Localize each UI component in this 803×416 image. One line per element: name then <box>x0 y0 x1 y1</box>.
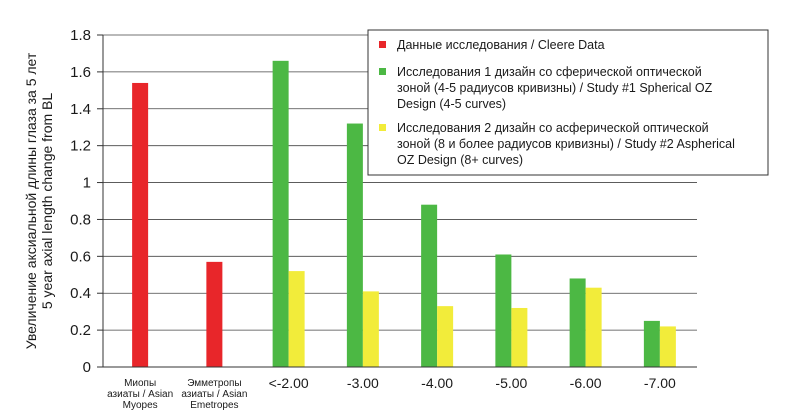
x-tick-label-line: -7.00 <box>644 375 676 391</box>
legend-entry: Данные исследования / Cleere Data <box>379 38 605 52</box>
x-tick-label-line: -3.00 <box>347 375 379 391</box>
legend-swatch <box>379 68 386 75</box>
legend-label-line: Исследования 2 дизайн со асферической оп… <box>397 121 709 135</box>
x-tick-label-line: Эмметропы <box>187 378 241 389</box>
x-tick-label-line: азиаты / Asian <box>181 389 247 400</box>
x-tick-label-line: -4.00 <box>421 375 453 391</box>
legend-label-line: Данные исследования / Cleere Data <box>397 38 605 52</box>
bar <box>495 254 512 367</box>
x-tick-label-line: Emetropes <box>190 400 238 411</box>
legend-label-line: Исследования 1 дизайн со сферической опт… <box>397 65 702 79</box>
y-tick-label: 1.6 <box>70 64 91 81</box>
legend-label-line: OZ Design (8+ curves) <box>397 153 523 167</box>
y-tick-label: 0 <box>83 359 91 376</box>
bar <box>585 287 602 367</box>
legend: Данные исследования / Cleere Data Исследо… <box>367 29 769 176</box>
bar <box>569 278 586 367</box>
legend-label-line: Design (4-5 curves) <box>397 97 506 111</box>
x-tick-label-line: Миопы <box>124 378 156 389</box>
bar <box>346 123 363 368</box>
y-axis-label-line: 5 year axial length change from BL <box>39 93 55 310</box>
y-axis-label: Увеличение аксиальной длины глаза за 5 л… <box>23 52 55 349</box>
bar <box>288 271 305 367</box>
legend-swatch <box>379 124 386 131</box>
bar <box>132 82 149 367</box>
x-tick-label-line: -6.00 <box>570 375 602 391</box>
bar <box>206 261 223 367</box>
legend-label-line: зоной (4-5 радиусов кривизны) / Study #1… <box>397 81 713 95</box>
y-tick-label: 1.4 <box>70 101 91 118</box>
legend-entry: Исследования 2 дизайн со асферической оп… <box>379 121 735 167</box>
x-tick-label-line: <-2.00 <box>269 375 309 391</box>
bar <box>437 306 454 367</box>
x-tick-label-line: -5.00 <box>495 375 527 391</box>
y-tick-label: 0.2 <box>70 322 91 339</box>
bar <box>362 291 379 367</box>
y-tick-label: 1 <box>83 175 91 192</box>
y-axis-label-line: Увеличение аксиальной длины глаза за 5 л… <box>23 52 39 349</box>
bar <box>643 320 660 367</box>
y-tick-label: 1.8 <box>70 27 91 44</box>
bar <box>659 326 676 367</box>
legend-box <box>367 29 769 176</box>
bars <box>132 60 676 368</box>
x-tick-label: -5.00 <box>495 375 527 391</box>
x-tick-label: -7.00 <box>644 375 676 391</box>
y-tick-label: 1.2 <box>70 138 91 155</box>
y-tick-label: 0.4 <box>70 285 91 302</box>
x-tick-label-line: Myopes <box>123 400 158 411</box>
y-axis-ticks: 0 0.2 0.4 0.6 0.8 1 1.2 1.4 1.6 1.8 <box>70 27 103 376</box>
legend-swatch <box>379 41 386 48</box>
bar <box>421 204 438 367</box>
axes <box>102 35 697 368</box>
bar <box>272 60 289 367</box>
x-tick-label: -3.00 <box>347 375 379 391</box>
legend-label-line: зоной (8 и более радиусов кривизны) / St… <box>397 137 735 151</box>
x-tick-label-line: азиаты / Asian <box>107 389 173 400</box>
x-tick-label: -4.00 <box>421 375 453 391</box>
y-tick-label: 0.8 <box>70 211 91 228</box>
legend-entry: Исследования 1 дизайн со сферической опт… <box>379 65 713 111</box>
y-tick-label: 0.6 <box>70 248 91 265</box>
x-tick-label: -6.00 <box>570 375 602 391</box>
bar <box>511 307 528 367</box>
x-tick-label: <-2.00 <box>269 375 309 391</box>
